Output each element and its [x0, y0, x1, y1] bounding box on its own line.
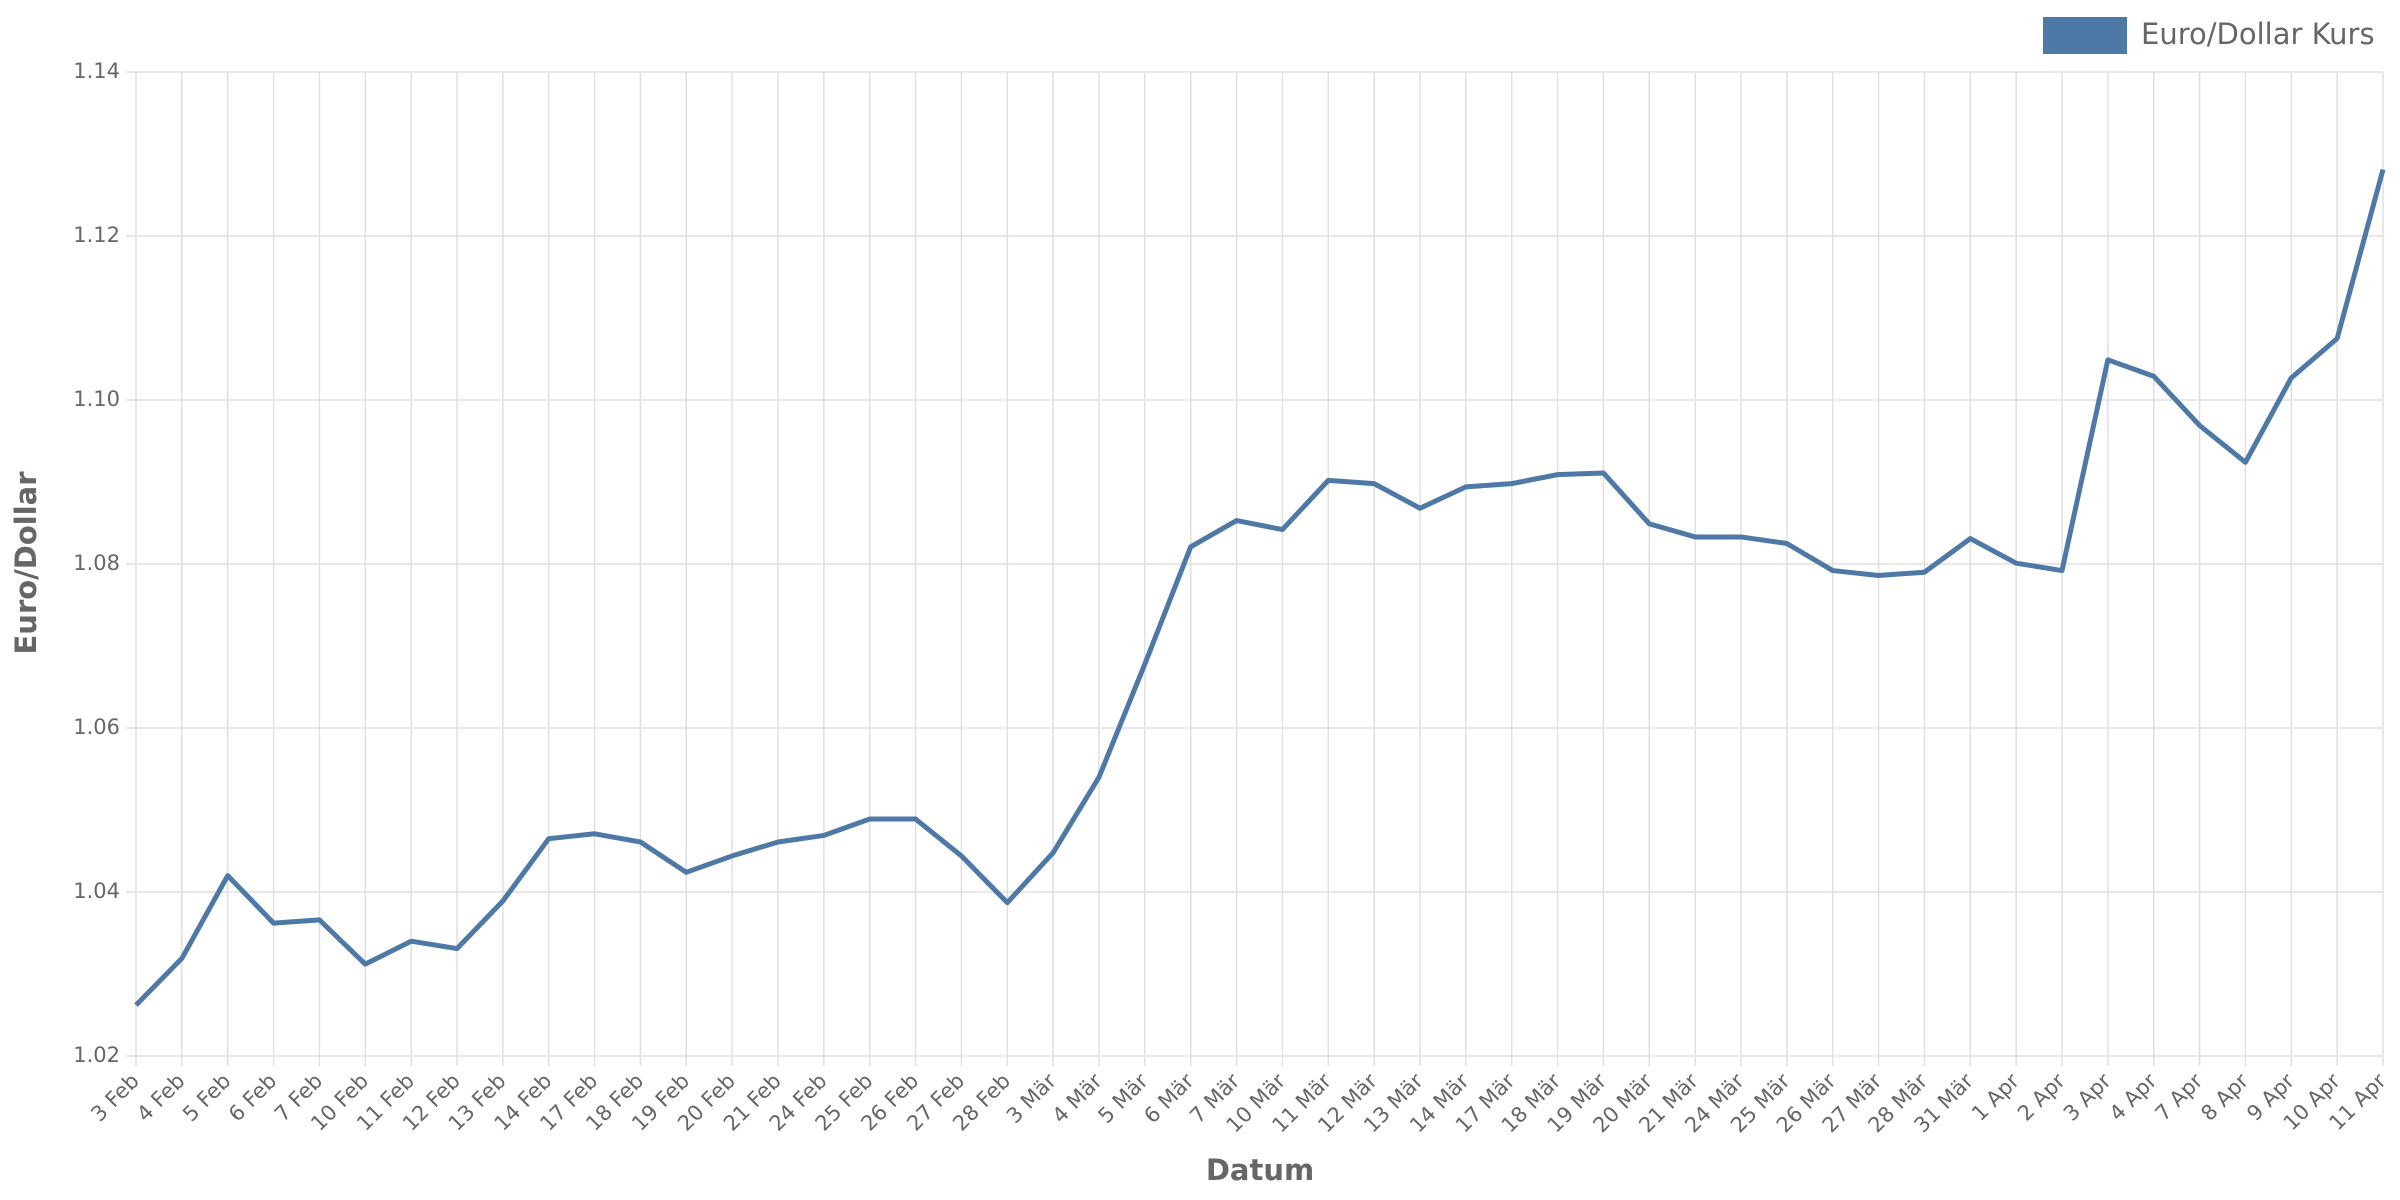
y-tick-label: 1.08: [73, 551, 120, 575]
y-tick-label: 1.06: [73, 715, 120, 739]
x-tick-label: 7 Apr: [2151, 1069, 2208, 1126]
x-tick-label: 3 Feb: [86, 1069, 143, 1126]
legend-swatch: [2043, 17, 2127, 54]
y-tick-label: 1.02: [73, 1043, 120, 1067]
x-tick-label: 3 Apr: [2059, 1069, 2116, 1126]
x-tick-label: 1 Apr: [1967, 1069, 2024, 1126]
y-tick-label: 1.14: [73, 59, 120, 83]
y-tick-label: 1.04: [73, 879, 120, 903]
x-tick-label: 8 Apr: [2196, 1069, 2253, 1126]
x-tick-label: 4 Feb: [132, 1069, 189, 1126]
y-tick-label: 1.12: [73, 223, 120, 247]
x-axis-title: Datum: [1206, 1153, 1314, 1187]
x-tick-label: 6 Feb: [224, 1069, 281, 1126]
y-tick-label: 1.10: [73, 387, 120, 411]
x-tick-label: 5 Mär: [1093, 1069, 1152, 1128]
y-axis-title: Euro/Dollar: [9, 471, 43, 655]
legend-label: Euro/Dollar Kurs: [2141, 17, 2375, 51]
x-tick-label: 4 Mär: [1048, 1069, 1107, 1128]
x-tick-label: 5 Feb: [178, 1069, 235, 1126]
x-tick-label: 3 Mär: [1002, 1069, 1061, 1128]
x-tick-label: 6 Mär: [1139, 1069, 1198, 1128]
x-tick-label: 2 Apr: [2013, 1069, 2070, 1126]
x-tick-label: 4 Apr: [2105, 1069, 2162, 1126]
line: [134, 168, 2386, 1007]
